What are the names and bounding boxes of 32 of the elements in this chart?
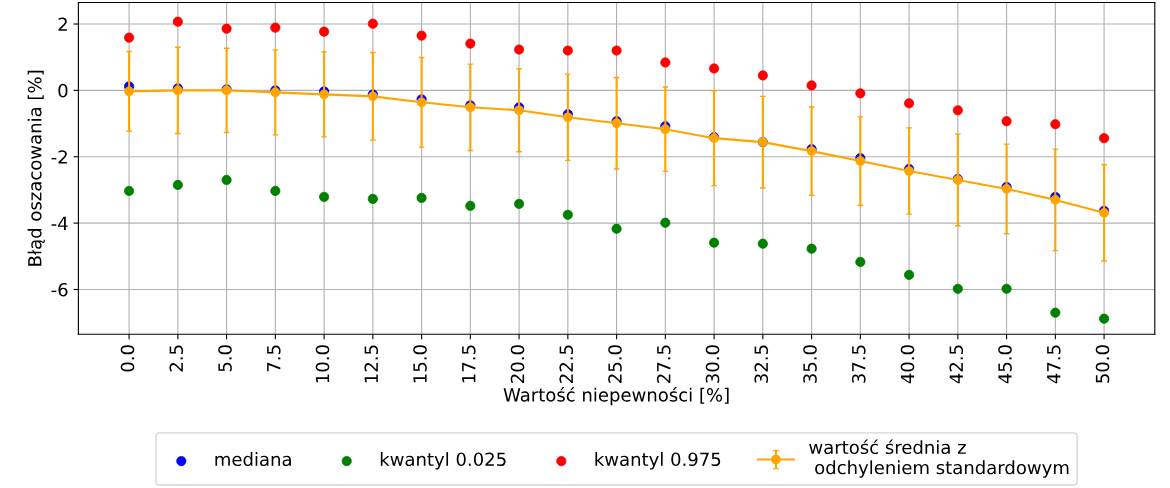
x-tick-label: 35.0 (803, 345, 817, 383)
y-tick-label: 0 (58, 83, 68, 98)
legend-label: kwantyl 0.025 (380, 452, 506, 470)
x-tick-label: 7.5 (267, 345, 281, 372)
x-tick-label: 45.0 (998, 345, 1012, 384)
y-axis-title: Błąd oszacowania [%] (27, 70, 45, 266)
y-tick-label: 2 (58, 17, 67, 31)
x-tick-label: 50.0 (1095, 345, 1110, 383)
x-tick-label: 0.0 (120, 345, 135, 372)
x-tick-label: 2.5 (169, 345, 184, 372)
x-tick-label: 32.5 (754, 345, 769, 383)
x-tick-label: 30.0 (705, 345, 720, 383)
x-tick-label: 25.0 (608, 345, 622, 383)
legend-label: wartość średnia z odchyleniem standardowym (809, 439, 1069, 478)
x-tick-label: 40.0 (900, 345, 915, 384)
x-tick-label: 47.5 (1047, 345, 1061, 384)
y-tick-label: -4 (51, 216, 68, 230)
legend-label: mediana (215, 452, 291, 467)
x-tick-label: 20.0 (510, 345, 525, 383)
legend-label: kwantyl 0.975 (595, 452, 721, 470)
x-tick-label: 10.0 (315, 345, 330, 383)
x-tick-label: 5.0 (218, 345, 232, 372)
x-tick-label: 12.5 (364, 345, 379, 383)
y-tick-label: -6 (51, 282, 68, 297)
x-tick-label: 42.5 (949, 345, 964, 384)
x-tick-label: 15.0 (413, 345, 427, 383)
x-axis-title: Wartość niepewności [%] (503, 386, 729, 406)
y-tick-label: -2 (51, 150, 67, 164)
x-tick-label: 22.5 (559, 345, 574, 383)
x-tick-label: 37.5 (851, 345, 866, 383)
x-tick-label: 27.5 (656, 345, 671, 383)
x-tick-label: 17.5 (462, 345, 476, 383)
